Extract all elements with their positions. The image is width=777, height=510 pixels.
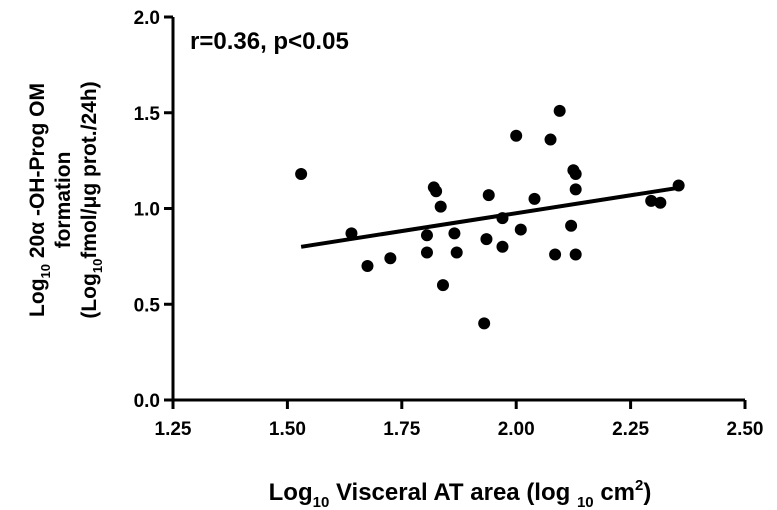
y-tick-label: 0.5	[134, 295, 161, 316]
data-point	[295, 168, 308, 181]
x-tick-label: 1.25	[155, 419, 192, 440]
data-point	[434, 200, 447, 213]
y-tick-label: 0.0	[134, 391, 160, 412]
data-point	[569, 248, 582, 261]
data-point	[544, 133, 557, 146]
data-point	[654, 196, 667, 209]
data-point	[565, 219, 578, 232]
regression-line-group	[300, 185, 682, 249]
data-point	[528, 192, 541, 205]
x-tick-label: 1.75	[383, 419, 420, 440]
data-points	[295, 104, 685, 330]
correlation-annotation: r=0.36, p<0.05	[190, 28, 349, 55]
data-point	[420, 229, 433, 242]
data-point	[436, 279, 449, 292]
data-point	[345, 227, 358, 240]
data-point	[482, 189, 495, 202]
data-point	[448, 227, 461, 240]
y-axis-label-line-1: Log10​ 20α -OH-Prog OM	[26, 83, 53, 317]
x-axis-label: Log10​ Visceral AT area (log 10​ cm2​)	[269, 477, 652, 510]
data-point	[510, 129, 523, 142]
y-tick-label: 1.0	[134, 200, 160, 221]
data-point	[480, 233, 493, 246]
x-tick-label: 2.25	[612, 419, 649, 440]
y-axis-label-line-2: formation	[52, 152, 75, 249]
data-point	[569, 183, 582, 196]
data-point	[478, 317, 491, 330]
data-point	[420, 246, 433, 259]
data-point	[361, 259, 374, 272]
axes	[171, 17, 745, 402]
y-tick-label: 1.5	[134, 104, 161, 125]
data-point	[450, 246, 463, 259]
data-point	[384, 252, 397, 265]
y-axis-label: Log10​ 20α -OH-Prog OMformation(Log10​fm…	[26, 81, 105, 318]
data-point	[430, 185, 443, 198]
ticks: 1.25 1.50 1.75 2.00 2.25 2.50 0.0 0.5 1.0 1.5 2.0	[134, 8, 764, 440]
x-tick-label: 1.50	[269, 419, 306, 440]
y-tick-label: 2.0	[134, 8, 160, 29]
data-point	[514, 223, 527, 236]
data-point	[569, 168, 582, 181]
y-axis-label-line-3: (Log10​fmol/μg prot./24h)	[78, 81, 105, 318]
data-point	[645, 194, 658, 207]
regression-line	[300, 185, 682, 249]
x-tick-label: 2.50	[727, 419, 764, 440]
x-tick-label: 2.00	[498, 419, 535, 440]
data-point	[553, 104, 566, 117]
data-point	[549, 248, 562, 261]
data-point	[496, 240, 509, 253]
